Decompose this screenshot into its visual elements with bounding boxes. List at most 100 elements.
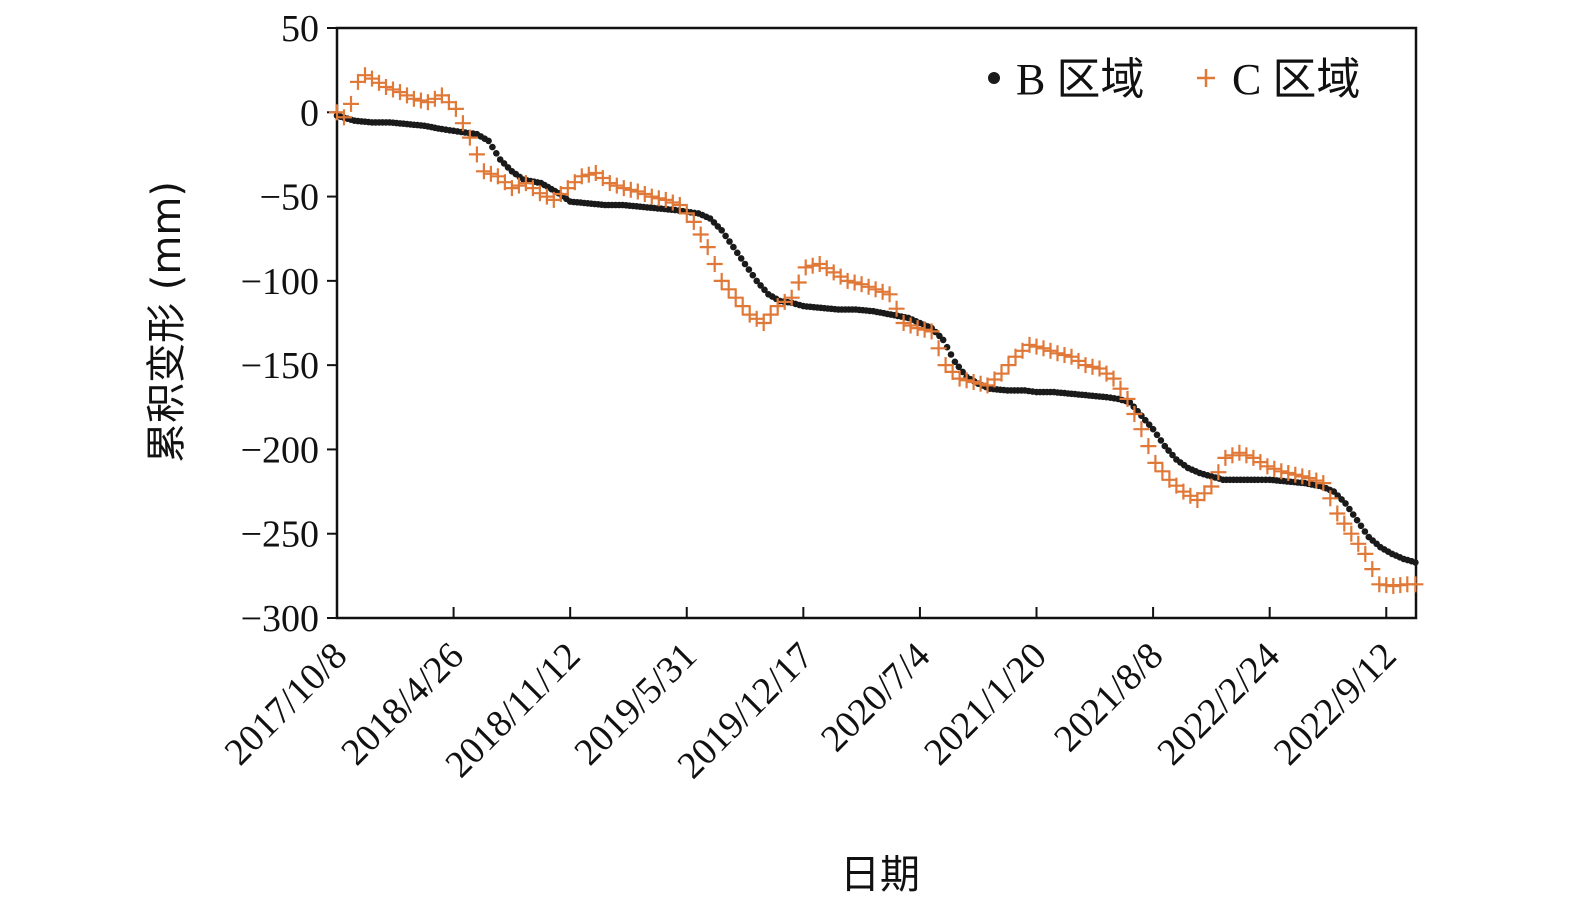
series-c-point	[1140, 438, 1157, 455]
series-c-point	[1336, 515, 1353, 532]
series-c-point	[1280, 465, 1297, 481]
series-c-point	[440, 94, 457, 111]
series-b-point	[485, 137, 492, 145]
series-b-point	[761, 286, 768, 294]
series-c-point	[755, 315, 772, 331]
series-c-point	[503, 180, 520, 197]
y-tick-label: −150	[241, 345, 319, 387]
series-b-points	[333, 112, 1419, 566]
series-c-point	[1035, 340, 1052, 357]
series-c-point	[426, 90, 443, 107]
legend-c-label: C 区域	[1232, 55, 1360, 104]
plot-area	[335, 26, 1418, 620]
series-c-point	[762, 306, 779, 323]
series-c-point	[1154, 463, 1171, 480]
y-tick-label: −200	[241, 429, 319, 471]
series-b-point	[493, 150, 500, 157]
series-c-point	[881, 286, 898, 303]
series-b-point	[1142, 416, 1149, 424]
series-c-point	[336, 109, 352, 126]
series-c-point	[734, 298, 751, 315]
series-c-point	[419, 94, 436, 111]
series-c-point	[1294, 468, 1311, 485]
series-b-point	[722, 232, 729, 240]
series-c-point	[399, 87, 415, 104]
series-b-point	[959, 368, 966, 376]
series-b-point	[749, 271, 757, 279]
series-c-point	[378, 79, 394, 95]
series-c-point	[1329, 505, 1346, 522]
series-c-point	[902, 317, 919, 334]
series-c-point	[371, 74, 387, 91]
series-b-point	[951, 358, 959, 366]
series-b-point	[1134, 407, 1141, 415]
series-c-point	[1407, 576, 1424, 593]
series-b-point	[1361, 528, 1369, 535]
series-c-point	[1056, 347, 1073, 363]
series-c-point	[1259, 458, 1276, 475]
series-c-point	[364, 70, 380, 87]
series-c-point	[1287, 466, 1304, 483]
series-c-point	[1077, 357, 1094, 374]
series-b-point	[753, 277, 760, 285]
series-c-point	[1231, 444, 1248, 461]
y-axis: 50 0 −50 −100 −150 −200 −250 −300	[241, 8, 337, 640]
series-c-point	[860, 278, 877, 295]
series-c-point	[699, 239, 716, 256]
x-tick-label: 2017/10/8	[217, 635, 356, 774]
series-c-point	[580, 166, 597, 183]
series-c-point	[1196, 485, 1213, 502]
series-b-point	[947, 351, 955, 358]
series-c-point	[405, 90, 422, 107]
series-c-point	[671, 197, 688, 213]
y-tick-label: 50	[281, 8, 319, 50]
series-c-point	[839, 272, 856, 289]
series-b-point	[1145, 421, 1153, 429]
series-c-point	[937, 357, 954, 374]
x-axis: 2017/10/82018/4/262018/11/122019/5/31201…	[217, 607, 1405, 787]
series-c-point	[615, 180, 632, 197]
legend: B 区域 C 区域	[988, 55, 1360, 104]
series-c-point	[643, 188, 660, 205]
series-c-point	[1147, 454, 1164, 471]
x-tick-label: 2022/9/12	[1266, 635, 1405, 774]
series-b-point	[1349, 511, 1357, 518]
series-c-point	[692, 226, 709, 243]
series-c-point	[636, 186, 653, 202]
series-c-point	[629, 183, 646, 200]
legend-b-marker	[988, 72, 1000, 84]
series-c-point	[1049, 345, 1066, 362]
plot-frame	[335, 26, 1418, 620]
series-c-point	[433, 87, 450, 104]
series-c-point	[412, 92, 429, 109]
series-c-point	[1357, 545, 1374, 562]
series-c-point	[923, 323, 940, 340]
series-c-point	[1252, 454, 1269, 471]
series-c-point	[1308, 472, 1325, 489]
series-c-point	[1217, 449, 1234, 466]
series-c-point	[993, 365, 1010, 382]
series-c-point	[1343, 525, 1360, 542]
series-b-point	[718, 227, 725, 234]
series-c-point	[601, 175, 618, 192]
series-c-point	[350, 73, 366, 90]
x-axis-title: 日期	[840, 852, 920, 898]
series-b-point	[745, 266, 753, 273]
series-c-point	[1028, 338, 1045, 355]
series-b-point	[1353, 516, 1361, 524]
series-c-point	[713, 272, 730, 289]
series-c-point	[357, 67, 373, 84]
series-c-point	[916, 321, 933, 338]
series-c-point	[888, 300, 905, 317]
series-c-point	[1315, 475, 1332, 492]
series-c-point	[1203, 478, 1220, 495]
series-c-point	[1266, 460, 1283, 477]
series-c-point	[657, 191, 674, 208]
series-c-point	[622, 181, 639, 198]
series-c-point	[853, 276, 870, 293]
series-c-point	[720, 281, 737, 298]
y-tick-label: −300	[241, 598, 319, 640]
series-c-point	[1042, 342, 1059, 359]
series-b-point	[1342, 500, 1349, 507]
series-c-point	[1210, 464, 1227, 481]
